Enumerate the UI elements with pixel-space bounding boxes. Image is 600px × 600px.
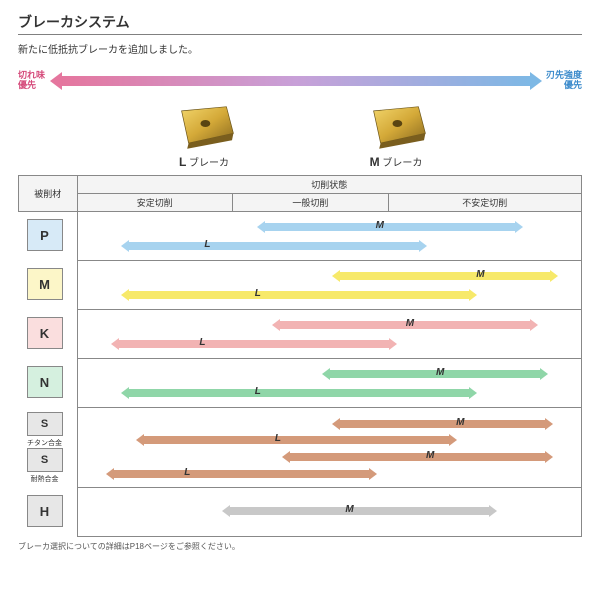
insert-L: L ブレーカ: [169, 102, 239, 169]
range-bar: L: [118, 340, 390, 348]
bar-label: M: [474, 268, 486, 282]
gradient-spectrum: 切れ味優先 刃先強度優先: [18, 70, 582, 92]
range-bar: L: [128, 389, 470, 397]
chart-body: P M LM M LK M LN M LS チタン合金S: [19, 212, 582, 537]
material-cell-P: P: [19, 212, 78, 261]
material-cell-M: M: [19, 261, 78, 310]
range-bar: L: [113, 470, 370, 478]
range-bar: M: [329, 370, 540, 378]
range-bar: M: [339, 420, 545, 428]
material-cell-H: H: [19, 488, 78, 537]
gradient-arrow: [60, 76, 532, 86]
bar-label: M: [434, 366, 446, 380]
range-bar: M: [279, 321, 531, 329]
insert-icon: [361, 102, 431, 152]
chart-cell-N: M L: [77, 359, 582, 408]
bar-label: L: [197, 336, 207, 350]
header-material: 被削材: [19, 176, 78, 212]
bar-label: L: [182, 466, 192, 480]
insert-icon: [169, 102, 239, 152]
bar-label: M: [404, 317, 416, 331]
header-cond: 安定切削: [77, 194, 233, 212]
range-bar: M: [264, 223, 516, 231]
bar-label: M: [374, 219, 386, 233]
range-bar: L: [128, 291, 470, 299]
range-bar: M: [339, 272, 550, 280]
bar-label: L: [253, 287, 263, 301]
bar-label: L: [202, 238, 212, 252]
title-underline: [18, 34, 582, 35]
range-bar: M: [229, 507, 491, 515]
header-cond-group: 切削状態: [77, 176, 582, 194]
bar-label: L: [273, 432, 283, 446]
chart-cell-P: M L: [77, 212, 582, 261]
page-title: ブレーカシステム: [18, 12, 582, 32]
header-conds-row: 安定切削一般切削不安定切削: [19, 194, 582, 212]
bar-label: M: [454, 416, 466, 430]
bar-label: L: [253, 385, 263, 399]
material-cell-N: N: [19, 359, 78, 408]
material-cell-S: S チタン合金S 耐熱合金: [19, 408, 78, 488]
bar-label: M: [343, 503, 355, 517]
chart-cell-K: M L: [77, 310, 582, 359]
header-cond: 一般切削: [233, 194, 389, 212]
insert-label: M ブレーカ: [370, 154, 423, 169]
range-bar: L: [128, 242, 420, 250]
chart-cell-S: M L M L: [77, 408, 582, 488]
header-cond: 不安定切削: [388, 194, 581, 212]
chart-table: 被削材 切削状態 安定切削一般切削不安定切削 P M LM M LK M LN: [18, 175, 582, 537]
range-bar: L: [143, 436, 450, 444]
material-cell-K: K: [19, 310, 78, 359]
chart-cell-H: M: [77, 488, 582, 537]
range-bar: M: [289, 453, 546, 461]
subtitle: 新たに低抵抗ブレーカを追加しました。: [18, 41, 582, 56]
chart-cell-M: M L: [77, 261, 582, 310]
insert-label: L ブレーカ: [179, 154, 229, 169]
insert-row: L ブレーカ M ブレーカ: [18, 102, 582, 169]
bar-label: M: [424, 449, 436, 463]
insert-M: M ブレーカ: [361, 102, 431, 169]
footnote: ブレーカ選択についての詳細はP18ページをご参照ください。: [18, 541, 582, 552]
